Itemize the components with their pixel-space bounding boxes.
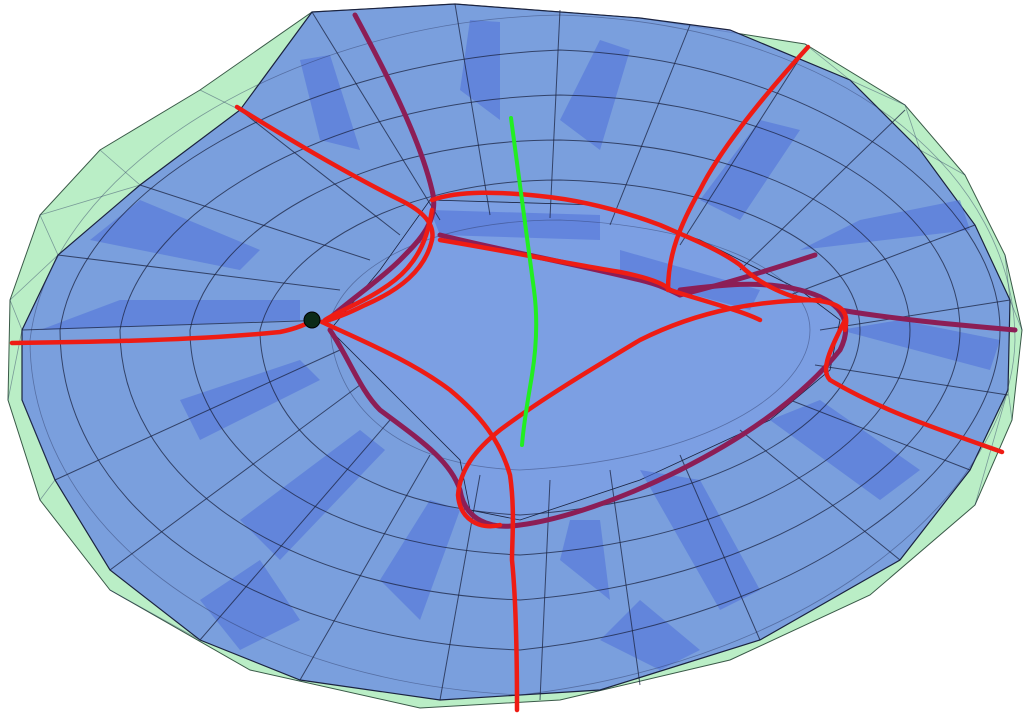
red-curve-mid [437, 237, 763, 323]
maroon-curve [677, 252, 818, 298]
mesh-radial [609, 24, 691, 226]
mesh-radial [789, 399, 971, 471]
strip [180, 360, 320, 440]
mesh-radial [739, 109, 906, 271]
red-curve-inner-left [322, 207, 435, 323]
hull-facet [804, 43, 906, 106]
strip [240, 430, 385, 560]
strip [90, 200, 260, 270]
mesh-ring [119, 94, 961, 601]
hull-facet [109, 589, 201, 641]
mesh-ring [189, 139, 911, 556]
strip [430, 210, 600, 240]
mesh-radial [299, 454, 431, 681]
red-curve-left [9, 315, 321, 346]
strip [800, 200, 970, 250]
hull-facet [39, 149, 141, 216]
strip [640, 470, 760, 610]
mesh-radial [109, 384, 361, 571]
mesh-radials [21, 3, 1011, 701]
hull-facet [7, 299, 23, 401]
mesh-radial [679, 454, 761, 641]
strip [560, 520, 610, 600]
base-point-marker [303, 311, 321, 329]
mesh-radial [239, 109, 401, 236]
mesh-radial [57, 254, 341, 291]
green-curve [509, 116, 539, 447]
mesh-radial [679, 49, 806, 246]
face-strips [40, 20, 1000, 670]
strip [300, 55, 360, 150]
mesh-radial [54, 349, 341, 481]
red-curve-right-top [665, 44, 811, 293]
mesh-radial [199, 419, 391, 641]
red-curve-right [823, 317, 1005, 455]
red-curve-upper-left [234, 104, 435, 325]
mesh-radial [819, 299, 1011, 331]
hull-facet [904, 104, 966, 176]
mesh-radial [549, 9, 561, 219]
strip [200, 560, 300, 650]
strip [380, 500, 460, 620]
maroon-curve [327, 281, 849, 529]
strip [770, 400, 920, 500]
maroon-curve [837, 307, 1018, 333]
mesh-radial [139, 184, 371, 261]
red-curves [9, 44, 1005, 713]
hull-facet [1004, 254, 1023, 331]
hull-facet [974, 389, 1013, 506]
mesh-ring [259, 179, 861, 516]
strip [600, 600, 700, 670]
strip [700, 120, 800, 220]
hull-facet [21, 399, 56, 501]
strip [560, 40, 630, 150]
red-curve-inner-bottom [455, 297, 823, 529]
mesh-radial [814, 364, 1009, 396]
hull-facet [199, 89, 241, 111]
red-curve-center [319, 319, 520, 713]
mesh-rings [29, 14, 1016, 696]
mesh-radial [539, 479, 551, 701]
hull-facet [9, 214, 59, 301]
mesh-radial [739, 429, 901, 561]
mesh-radial [454, 3, 491, 216]
mesh-ring [29, 14, 1016, 696]
strip [620, 250, 760, 310]
mesh-ring [329, 219, 811, 471]
mesh-radial [311, 11, 441, 221]
hull-facets [7, 43, 1023, 641]
mesh-radial [21, 319, 331, 331]
mesh-radial [789, 224, 976, 296]
strip [40, 300, 300, 330]
mesh-radial [609, 469, 641, 686]
